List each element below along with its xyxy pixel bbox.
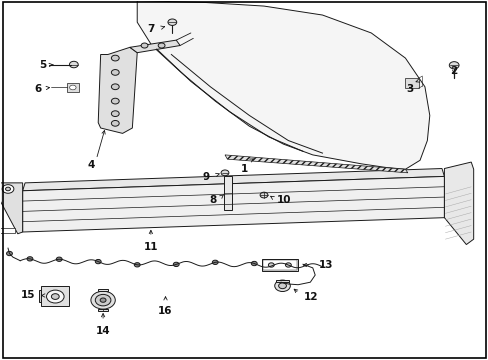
Circle shape bbox=[2, 185, 14, 193]
Circle shape bbox=[111, 84, 119, 90]
Circle shape bbox=[448, 62, 458, 69]
Text: 8: 8 bbox=[209, 195, 216, 206]
Text: 4: 4 bbox=[87, 159, 95, 170]
Polygon shape bbox=[67, 83, 79, 92]
Circle shape bbox=[212, 260, 218, 265]
Circle shape bbox=[274, 280, 290, 292]
Text: 3: 3 bbox=[406, 84, 413, 94]
Circle shape bbox=[5, 187, 10, 191]
Polygon shape bbox=[0, 228, 15, 233]
Circle shape bbox=[173, 262, 179, 266]
Circle shape bbox=[221, 170, 228, 176]
Polygon shape bbox=[41, 286, 69, 306]
Polygon shape bbox=[22, 168, 444, 191]
Circle shape bbox=[111, 121, 119, 126]
Text: 13: 13 bbox=[318, 260, 332, 270]
Circle shape bbox=[111, 111, 119, 117]
Polygon shape bbox=[276, 280, 288, 282]
Circle shape bbox=[6, 251, 12, 256]
Circle shape bbox=[268, 263, 274, 267]
Circle shape bbox=[134, 263, 140, 267]
Text: 15: 15 bbox=[21, 291, 35, 301]
Polygon shape bbox=[444, 162, 473, 244]
Circle shape bbox=[56, 257, 62, 261]
Text: 7: 7 bbox=[147, 24, 155, 35]
Text: 14: 14 bbox=[96, 326, 110, 336]
Circle shape bbox=[158, 43, 164, 48]
Circle shape bbox=[27, 257, 33, 261]
Polygon shape bbox=[224, 155, 407, 173]
Text: 12: 12 bbox=[304, 292, 318, 302]
Circle shape bbox=[111, 69, 119, 75]
Text: 2: 2 bbox=[449, 66, 457, 76]
Text: 1: 1 bbox=[241, 164, 247, 174]
Polygon shape bbox=[130, 40, 180, 53]
Polygon shape bbox=[223, 176, 232, 211]
Circle shape bbox=[260, 192, 267, 198]
Text: 6: 6 bbox=[34, 84, 41, 94]
Polygon shape bbox=[263, 260, 296, 270]
Text: 16: 16 bbox=[158, 306, 172, 316]
Polygon shape bbox=[98, 309, 108, 311]
Polygon shape bbox=[39, 291, 41, 302]
Polygon shape bbox=[98, 289, 108, 291]
Circle shape bbox=[51, 294, 59, 300]
Text: 9: 9 bbox=[202, 172, 209, 182]
Polygon shape bbox=[137, 1, 429, 169]
Polygon shape bbox=[404, 78, 418, 88]
Circle shape bbox=[95, 294, 111, 306]
Circle shape bbox=[141, 43, 148, 48]
Circle shape bbox=[100, 298, 106, 302]
Circle shape bbox=[285, 263, 291, 267]
Text: 11: 11 bbox=[143, 242, 158, 252]
Circle shape bbox=[111, 55, 119, 61]
Circle shape bbox=[111, 98, 119, 104]
Text: 10: 10 bbox=[277, 195, 291, 206]
Circle shape bbox=[278, 283, 286, 289]
Text: 5: 5 bbox=[39, 60, 46, 70]
Polygon shape bbox=[0, 183, 22, 234]
Circle shape bbox=[95, 260, 101, 264]
Polygon shape bbox=[261, 259, 298, 271]
Polygon shape bbox=[22, 176, 444, 232]
Circle shape bbox=[46, 290, 64, 303]
Circle shape bbox=[167, 19, 176, 26]
Circle shape bbox=[251, 261, 257, 266]
Polygon shape bbox=[98, 47, 137, 134]
Circle shape bbox=[69, 61, 78, 68]
Circle shape bbox=[91, 291, 115, 309]
Circle shape bbox=[69, 85, 76, 90]
